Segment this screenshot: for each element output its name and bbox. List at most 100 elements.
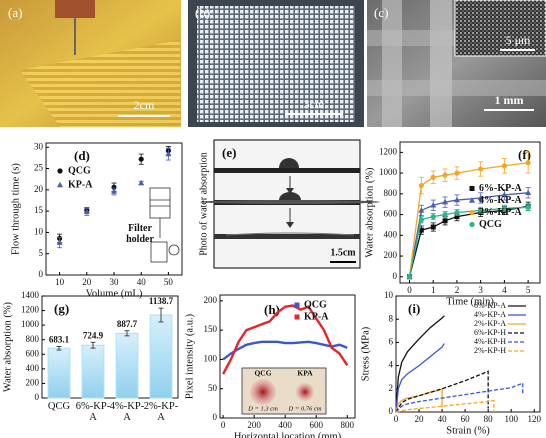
panel-label: (e) <box>222 145 236 160</box>
marker <box>454 214 460 220</box>
annotation-box: Filter holder <box>126 223 154 245</box>
x-tick-label: 60 <box>461 414 471 424</box>
y-tick-label: 0 <box>39 269 44 279</box>
legend-label: QCG <box>304 299 327 310</box>
y-tick-label: 200 <box>26 377 40 387</box>
y-tick-label: 20 <box>34 184 44 194</box>
x-tick-label: 5 <box>526 285 531 295</box>
series-line <box>395 381 524 413</box>
x-tick-label: 40 <box>438 414 448 424</box>
x-tick-label: 50 <box>164 277 174 287</box>
y-tick-label: 2 <box>389 383 394 393</box>
panel-label: (d) <box>74 148 90 163</box>
inset-scale-bar-label: 5 μm <box>506 33 531 47</box>
y-tick-label: 0 <box>35 392 40 402</box>
x-tick-label: 30 <box>110 277 120 287</box>
legend-label: QCG <box>68 165 91 176</box>
value-label: 887.7 <box>117 319 138 329</box>
scale-bar-label: 1 mm <box>495 93 524 107</box>
plot-frame <box>41 295 179 399</box>
marker <box>294 314 300 320</box>
y-axis-label: Water absorption (%) <box>2 301 13 392</box>
y-tick-label: 50 <box>208 383 218 393</box>
x-axis-label: Time (min) <box>446 296 494 307</box>
y-tick-label: 10 <box>34 226 44 236</box>
y-axis-label: Stress (MPa) <box>360 326 371 381</box>
x-tick-label: 6%-KP-A <box>75 401 111 423</box>
x-tick-label: QCG <box>47 401 71 412</box>
y-tick-label: 400 <box>384 229 398 239</box>
x-tick-label: 800 <box>340 420 354 430</box>
marker <box>478 207 484 214</box>
x-tick-label: 2%-KP-A <box>143 401 179 423</box>
x-tick-label: 20 <box>415 414 425 424</box>
legend-label: 4%-KP-A <box>479 195 523 206</box>
filter-holder-sketch <box>149 187 180 263</box>
legend-label: 4%-KP-H <box>474 337 506 346</box>
series-line <box>395 315 445 413</box>
series-line <box>395 343 445 413</box>
series-line <box>408 162 529 277</box>
marker <box>453 196 460 203</box>
inset-spot <box>296 383 314 401</box>
annotation: Filter holder <box>126 223 154 245</box>
series-line <box>408 192 529 277</box>
y-tick-label: 6 <box>389 336 394 346</box>
marker <box>525 204 531 210</box>
marker <box>469 186 475 191</box>
x-axis-label: Strain (%) <box>446 425 490 436</box>
bar <box>115 332 139 399</box>
x-tick-label: 1 <box>431 285 436 295</box>
y-tick-label: 1000 <box>21 319 40 329</box>
marker <box>430 214 436 220</box>
x-tick-label: 600 <box>309 420 323 430</box>
marker <box>418 217 424 223</box>
y-tick-label: 100 <box>204 353 218 363</box>
marker <box>469 221 475 228</box>
y-tick-label: 1200 <box>379 146 398 156</box>
marker <box>138 179 145 186</box>
panel-label: (i) <box>408 301 420 316</box>
legend-label: 2%-KP-H <box>474 346 506 355</box>
marker <box>525 160 531 166</box>
x-tick-label-box: 6%-KP-A <box>75 401 111 423</box>
series-line <box>222 340 348 361</box>
marker <box>430 174 436 180</box>
photo-a: (a) 2cm <box>0 0 181 127</box>
x-tick-label: 0 <box>394 414 399 424</box>
x-axis-label: Horizontal location (mm) <box>234 431 342 438</box>
marker <box>454 170 460 176</box>
y-tick-label: 1400 <box>21 290 40 300</box>
y-tick-label: 0 <box>213 412 218 422</box>
x-tick-label: 80 <box>484 414 494 424</box>
marker <box>478 166 484 172</box>
legend-label: QCG <box>479 219 502 230</box>
legend-label: 2%-KP-A <box>474 319 506 328</box>
inset-diameter: D = 1.3 cm <box>247 405 278 412</box>
bar <box>47 347 71 399</box>
photo-e: (e) 1.5cm Photo of water absorption <box>198 139 380 269</box>
error-bar <box>90 341 96 349</box>
marker <box>430 202 437 208</box>
y-tick-label: 0 <box>389 406 394 416</box>
x-tick-label: 0 <box>407 285 412 295</box>
y-axis-label: Pixel intensity (a.u.) <box>184 313 195 399</box>
legend-label: KP-A <box>68 179 93 190</box>
y-tick-label: 1000 <box>379 167 398 177</box>
y-tick-label: 25 <box>34 163 44 173</box>
bar <box>149 314 173 399</box>
legend-label: KP-A <box>304 311 329 322</box>
y-tick-label: 600 <box>26 348 40 358</box>
marker <box>138 156 144 162</box>
plot-frame <box>219 294 356 419</box>
marker <box>469 209 475 216</box>
value-label: 683.1 <box>49 334 70 344</box>
series-line <box>395 387 443 413</box>
y-tick-label: 800 <box>26 334 40 344</box>
legend-label: 6%-KP-A <box>474 301 506 310</box>
marker <box>418 182 424 189</box>
marker <box>442 211 448 218</box>
panel-label: (b) <box>195 5 210 20</box>
y-tick-label: 600 <box>384 209 398 219</box>
